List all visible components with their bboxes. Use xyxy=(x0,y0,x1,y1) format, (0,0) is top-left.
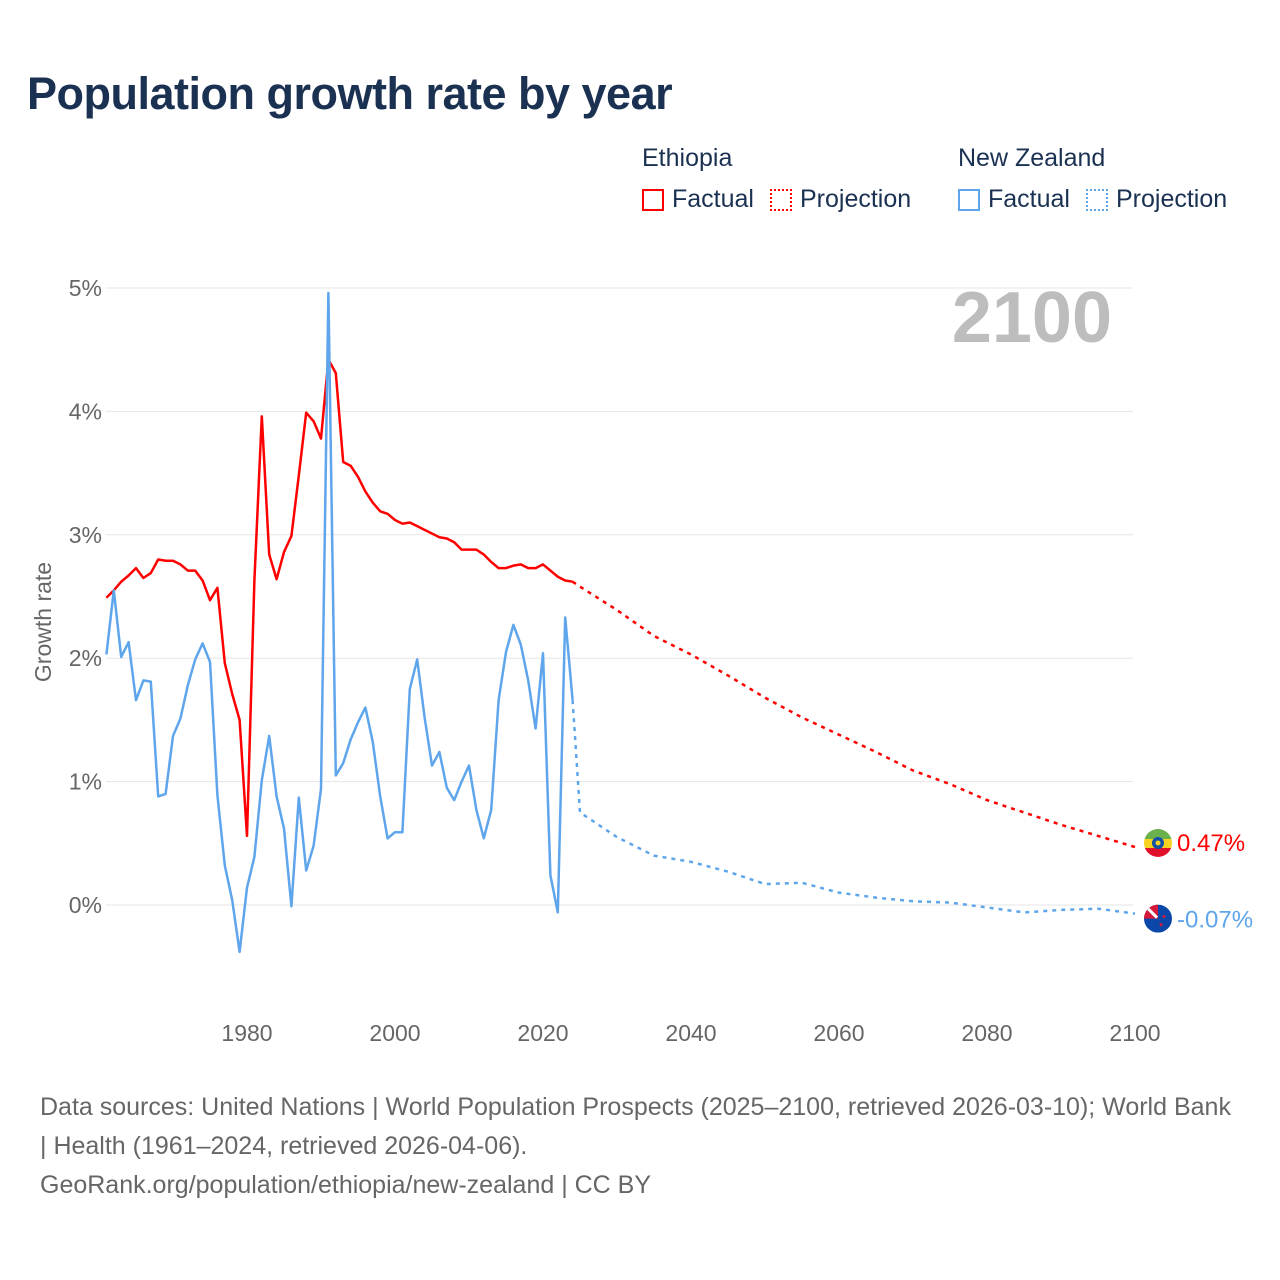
y-tick-label: 3% xyxy=(69,522,102,548)
legend-group-label: Ethiopia xyxy=(642,144,733,172)
flag-stripe xyxy=(1144,848,1172,858)
credit-link[interactable]: GeoRank.org/population/ethiopia/new-zeal… xyxy=(40,1171,652,1199)
x-tick-label: 2000 xyxy=(369,1020,420,1046)
legend-item-projection[interactable]: Projection xyxy=(1085,185,1228,214)
flag-star xyxy=(1155,840,1161,846)
x-tick-label: 2060 xyxy=(813,1020,864,1046)
legend-label: Factual xyxy=(988,185,1070,213)
y-tick-label: 2% xyxy=(69,645,102,671)
legend-ethiopia: Ethiopia Factual Projection xyxy=(642,144,927,214)
data-sources: Data sources: United Nations | World Pop… xyxy=(40,1093,1231,1160)
legend-item-projection[interactable]: Projection xyxy=(769,185,912,214)
flag-new-zealand-icon xyxy=(1144,904,1172,933)
line-new-zealand-projection xyxy=(571,700,1136,915)
line-new-zealand-factual xyxy=(105,291,574,954)
year-label: 2100 xyxy=(952,278,1112,358)
flag-body xyxy=(1144,904,1172,933)
flag-ethiopia-icon xyxy=(1144,829,1172,858)
x-tick-label: 2020 xyxy=(517,1020,568,1046)
legend-label: Factual xyxy=(672,185,754,213)
y-tick-label: 0% xyxy=(69,892,102,918)
legend-label: Projection xyxy=(1115,185,1228,213)
x-tick-label: 1980 xyxy=(221,1020,272,1046)
flag-body xyxy=(1144,829,1172,858)
flag-star xyxy=(1162,915,1166,919)
line-ethiopia-projection xyxy=(571,580,1136,849)
legend-group-label: New Zealand xyxy=(958,144,1106,172)
legend-label: Projection xyxy=(799,185,912,213)
legend-swatch xyxy=(642,188,664,211)
legend-swatch xyxy=(1085,188,1108,211)
footer: Data sources: United Nations | World Pop… xyxy=(40,1088,1240,1205)
y-axis-label: Growth rate xyxy=(30,562,56,682)
legend-item-factual[interactable]: Factual xyxy=(958,185,1070,214)
chart-title: Population growth rate by year xyxy=(27,68,673,119)
legend-item-factual[interactable]: Factual xyxy=(642,185,754,214)
flag-star xyxy=(1159,923,1163,927)
y-tick-label: 5% xyxy=(69,275,102,301)
line-ethiopia-factual xyxy=(105,358,573,838)
legend-swatch xyxy=(958,188,980,211)
end-value-label: 0.47% xyxy=(1177,830,1245,857)
x-tick-label: 2080 xyxy=(961,1020,1012,1046)
flag-stripe xyxy=(1144,829,1172,840)
end-value-label: -0.07% xyxy=(1177,907,1253,934)
y-tick-label: 1% xyxy=(69,769,102,795)
x-tick-label: 2100 xyxy=(1109,1020,1160,1046)
x-tick-label: 2040 xyxy=(665,1020,716,1046)
legend-new-zealand: New Zealand Factual Projection xyxy=(958,144,1227,214)
y-tick-label: 4% xyxy=(69,398,102,424)
legend-swatch xyxy=(769,188,792,211)
